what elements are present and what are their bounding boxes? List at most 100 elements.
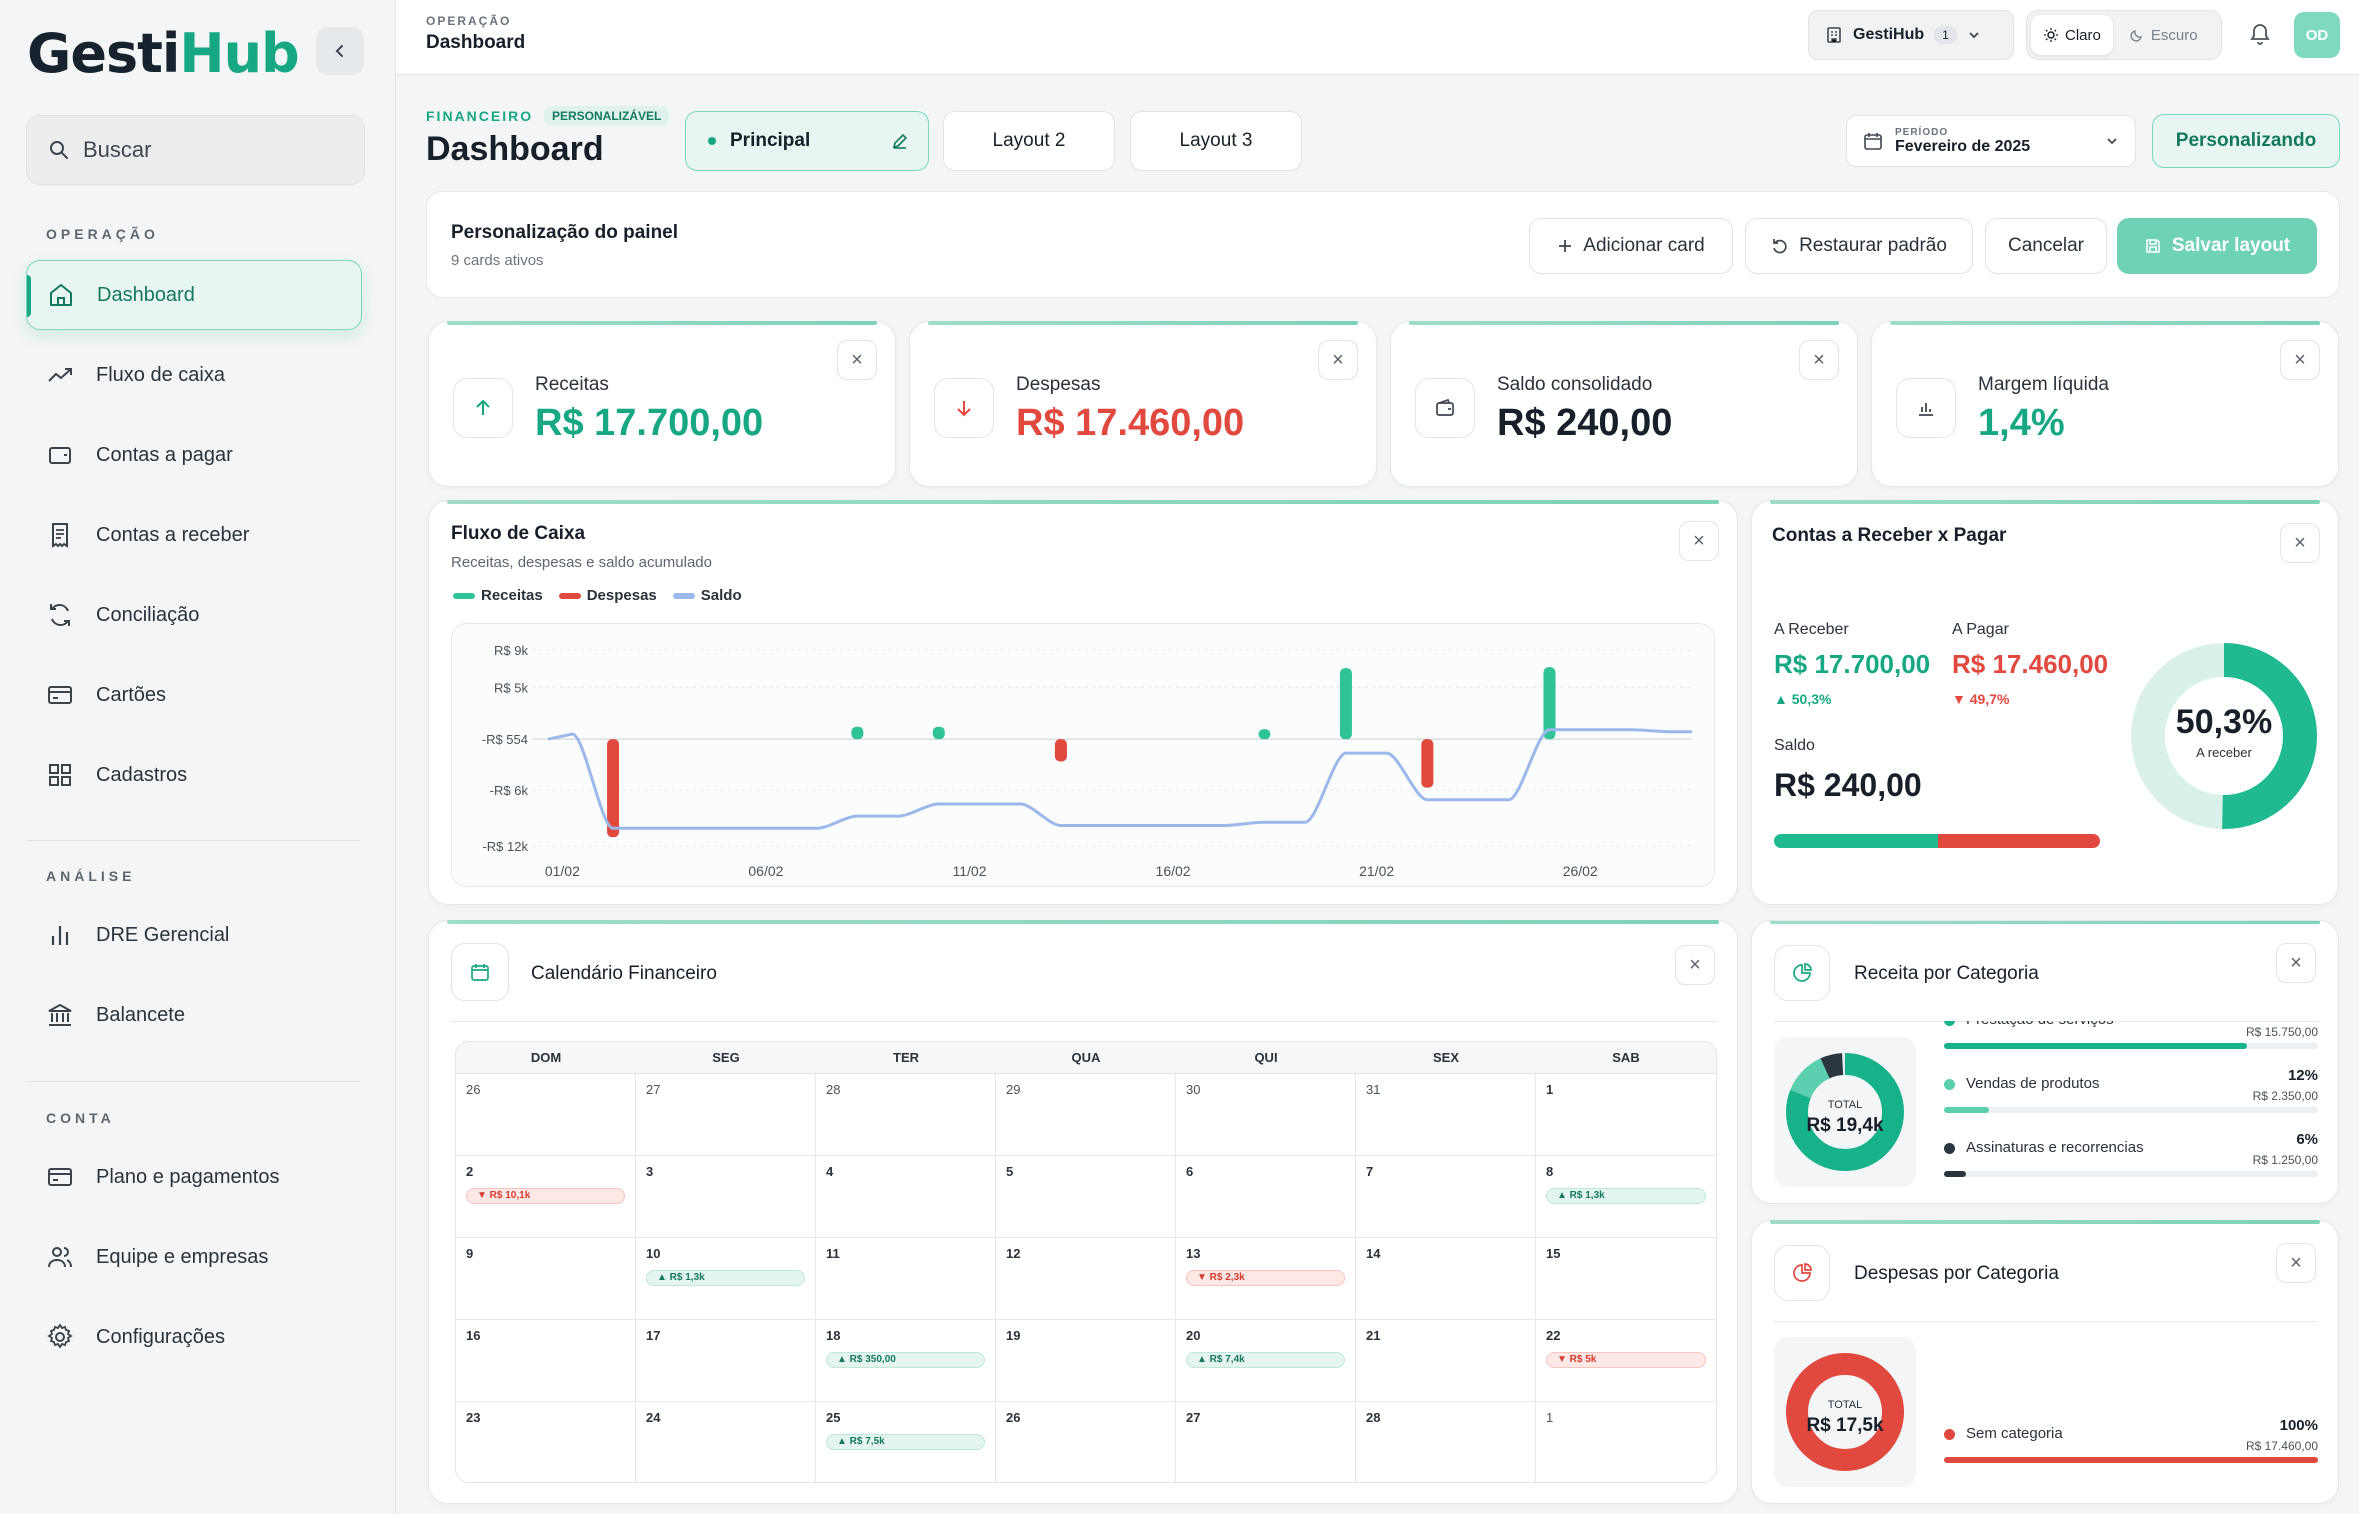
calendar-day[interactable]: 14 [1356,1238,1536,1320]
calendar-day[interactable]: 11 [816,1238,996,1320]
category-row[interactable]: Assinaturas e recorrencias 6% R$ 1.250,00 [1752,1131,2338,1191]
pencil-icon[interactable] [890,131,910,151]
add-card-button[interactable]: Adicionar card [1529,218,1733,274]
theme-toggle[interactable]: Claro Escuro [2026,10,2222,60]
remove-card-button[interactable]: × [1799,340,1839,380]
calendar-day[interactable]: 17 [636,1320,816,1402]
remove-card-button[interactable]: × [2280,340,2320,380]
bar-receitas[interactable] [851,726,864,740]
sidebar-item-cadastros[interactable]: Cadastros [26,740,362,810]
bar-receitas[interactable] [1543,667,1556,740]
bar-despesas[interactable] [607,739,620,838]
chevron-left-icon [335,45,343,57]
sidebar-item-equipe-e-empresas[interactable]: Equipe e empresas [26,1222,362,1292]
remove-card-button[interactable]: × [1679,521,1719,561]
calendar-day[interactable]: 9 [456,1238,636,1320]
calendar-day[interactable]: 27 [636,1074,816,1156]
calendar-day[interactable]: 27 [1176,1402,1356,1482]
remove-card-button[interactable]: × [1675,945,1715,985]
category-row[interactable]: Vendas de produtos 12% R$ 2.350,00 [1752,1067,2338,1127]
user-avatar[interactable]: OD [2294,12,2340,58]
calendar-day[interactable]: 7 [1356,1156,1536,1238]
sidebar-item-contas-a-pagar[interactable]: Contas a pagar [26,420,362,490]
calendar-day[interactable]: 28 [1356,1402,1536,1482]
sidebar-item-concilia-o[interactable]: Conciliação [26,580,362,650]
brand-logo[interactable]: GestiHub [27,22,300,85]
day-amount-pill[interactable]: ▼ R$ 5k [1546,1352,1706,1368]
calendar-day[interactable]: 10 ▲ R$ 1,3k [636,1238,816,1320]
day-amount-pill[interactable]: ▲ R$ 350,00 [826,1352,985,1368]
sidebar-item-balancete[interactable]: Balancete [26,980,362,1050]
calendar-day[interactable]: 28 [816,1074,996,1156]
day-amount-pill[interactable]: ▲ R$ 7,4k [1186,1352,1345,1368]
tab-layout-2[interactable]: Layout 2 [943,111,1115,171]
tab-layout-3[interactable]: Layout 3 [1130,111,1302,171]
calendar-day[interactable]: 29 [996,1074,1176,1156]
donut-slice[interactable] [1786,1053,1904,1171]
donut-slice[interactable] [2131,643,2317,829]
theme-dark-option[interactable]: Escuro [2117,15,2210,55]
calendar-day[interactable]: 8 ▲ R$ 1,3k [1536,1156,1716,1238]
calendar-day[interactable]: 18 ▲ R$ 350,00 [816,1320,996,1402]
theme-light-option[interactable]: Claro [2031,15,2113,55]
bar-receitas[interactable] [932,726,945,740]
search-input[interactable]: Buscar [26,115,365,185]
calendar-day[interactable]: 23 [456,1402,636,1482]
remove-card-button[interactable]: × [1318,340,1358,380]
bar-receitas[interactable] [1339,668,1352,740]
calendar-day[interactable]: 25 ▲ R$ 7,5k [816,1402,996,1482]
save-layout-button[interactable]: Salvar layout [2117,218,2317,274]
donut-slice[interactable] [1786,1353,1904,1471]
cancel-button[interactable]: Cancelar [1985,218,2107,274]
calendar-day[interactable]: 2 ▼ R$ 10,1k [456,1156,636,1238]
calendar-day[interactable]: 30 [1176,1074,1356,1156]
sidebar-item-dre-gerencial[interactable]: DRE Gerencial [26,900,362,970]
bar-despesas[interactable] [1054,739,1067,762]
sidebar-item-plano-e-pagamentos[interactable]: Plano e pagamentos [26,1142,362,1212]
calendar-day[interactable]: 15 [1536,1238,1716,1320]
remove-card-button[interactable]: × [2280,523,2320,563]
calendar-day[interactable]: 13 ▼ R$ 2,3k [1176,1238,1356,1320]
calendar-day[interactable]: 1 [1536,1402,1716,1482]
bar-receitas[interactable] [1258,729,1271,740]
calendar-day[interactable]: 26 [996,1402,1176,1482]
calendar-day[interactable]: 6 [1176,1156,1356,1238]
sidebar-item-fluxo-de-caixa[interactable]: Fluxo de caixa [26,340,362,410]
day-amount-pill[interactable]: ▲ R$ 7,5k [826,1434,985,1450]
sidebar-item-dashboard[interactable]: Dashboard [26,260,362,330]
sidebar-item-configura-es[interactable]: Configurações [26,1302,362,1372]
day-amount-pill[interactable]: ▼ R$ 2,3k [1186,1270,1345,1286]
collapse-sidebar-button[interactable] [316,27,364,75]
remove-card-button[interactable]: × [2276,1243,2316,1283]
remove-card-button[interactable]: × [2276,943,2316,983]
sidebar-item-contas-a-receber[interactable]: Contas a receber [26,500,362,570]
calendar-day[interactable]: 16 [456,1320,636,1402]
calendar-day[interactable]: 5 [996,1156,1176,1238]
company-selector[interactable]: GestiHub 1 [1808,10,2014,60]
calendar-day[interactable]: 3 [636,1156,816,1238]
calendar-day[interactable]: 22 ▼ R$ 5k [1536,1320,1716,1402]
notifications-button[interactable] [2248,20,2272,51]
calendar-day[interactable]: 26 [456,1074,636,1156]
calendar-day[interactable]: 19 [996,1320,1176,1402]
calendar-day[interactable]: 31 [1356,1074,1536,1156]
tab-principal[interactable]: Principal [685,111,929,171]
restore-default-button[interactable]: Restaurar padrão [1745,218,1973,274]
calendar-day[interactable]: 4 [816,1156,996,1238]
calendar-day[interactable]: 12 [996,1238,1176,1320]
day-amount-pill[interactable]: ▲ R$ 1,3k [1546,1188,1706,1204]
day-amount-pill[interactable]: ▼ R$ 10,1k [466,1188,625,1204]
customize-button[interactable]: Personalizando [2152,114,2340,168]
bar-despesas[interactable] [1421,739,1434,788]
day-amount-pill[interactable]: ▲ R$ 1,3k [646,1270,805,1286]
calendar-day[interactable]: 1 [1536,1074,1716,1156]
calendar-day[interactable]: 20 ▲ R$ 7,4k [1176,1320,1356,1402]
period-selector[interactable]: PERÍODO Fevereiro de 2025 [1846,115,2136,167]
calendar-day[interactable]: 21 [1356,1320,1536,1402]
sidebar-item-cart-es[interactable]: Cartões [26,660,362,730]
calendar-day[interactable]: 24 [636,1402,816,1482]
category-row[interactable]: Sem categoria 100% R$ 17.460,00 [1752,1417,2340,1477]
moon-icon [2130,30,2142,42]
remove-card-button[interactable]: × [837,340,877,380]
category-row[interactable]: Prestação de serviços R$ 15.750,00 [1752,1021,2338,1063]
